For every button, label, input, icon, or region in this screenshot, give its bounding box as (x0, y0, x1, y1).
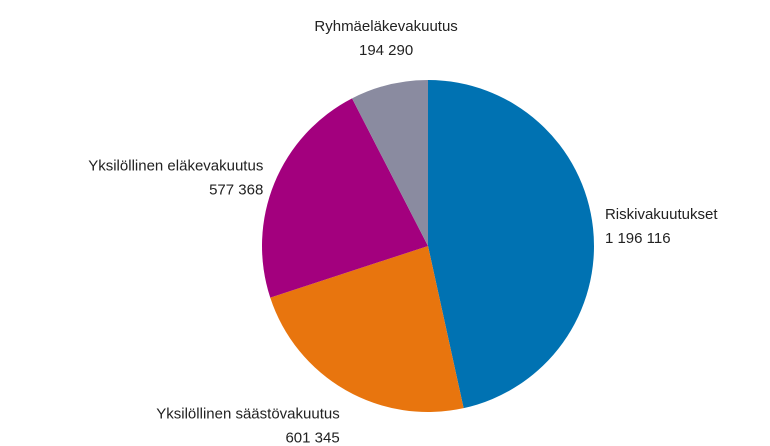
slice-label: Ryhmäeläkevakuutus (314, 18, 457, 35)
slice-label: Yksilöllinen eläkevakuutus (88, 157, 263, 174)
pie-slice (428, 80, 595, 409)
slice-value: 577 368 (209, 181, 263, 198)
pie-slice (262, 98, 428, 298)
pie-slice (352, 80, 428, 246)
pie-slice (270, 246, 464, 412)
slice-value: 601 345 (285, 430, 339, 446)
slice-value: 194 290 (359, 42, 413, 59)
slice-value: 1 196 116 (605, 230, 671, 247)
slice-label: Yksilöllinen säästövakuutus (156, 406, 339, 423)
slice-label: Riskivakuutukset (605, 206, 718, 223)
